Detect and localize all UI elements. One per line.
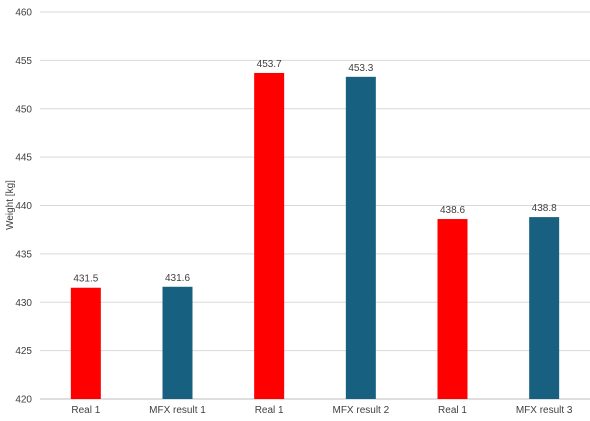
x-axis-categories: Real 1 MFX result 1 Real 1 MFX result 2 Real…	[71, 405, 573, 416]
y-axis-title: Weight [kg]	[5, 180, 16, 230]
y-axis-ticks: 420 425 430 435 440 445 450 455 460	[15, 8, 32, 406]
y-tick-label: 455	[15, 56, 32, 67]
data-label: 453.3	[348, 63, 373, 74]
bar	[529, 217, 560, 399]
bar	[162, 286, 193, 399]
x-category-label: MFX result 3	[516, 405, 573, 416]
data-label: 431.6	[165, 273, 190, 284]
data-labels: 431.5 431.6 453.7 453.3 438.6 438.8	[73, 59, 557, 285]
data-label: 453.7	[257, 59, 282, 70]
bars	[70, 72, 560, 399]
data-label: 438.8	[532, 203, 557, 214]
x-category-label: MFX result 2	[332, 405, 389, 416]
data-label: 438.6	[440, 205, 465, 216]
y-tick-label: 420	[15, 395, 32, 406]
gridlines	[40, 11, 590, 400]
y-tick-label: 430	[15, 298, 32, 309]
y-tick-label: 460	[15, 8, 32, 19]
y-tick-label: 425	[15, 346, 32, 357]
x-category-label: MFX result 1	[149, 405, 206, 416]
y-tick-label: 440	[15, 201, 32, 212]
y-tick-label: 450	[15, 104, 32, 115]
y-tick-label: 435	[15, 249, 32, 260]
x-category-label: Real 1	[255, 405, 284, 416]
data-label: 431.5	[73, 274, 98, 285]
y-tick-label: 445	[15, 153, 32, 164]
bar	[437, 219, 468, 399]
x-category-label: Real 1	[438, 405, 467, 416]
bar	[345, 76, 376, 399]
bar	[70, 287, 101, 399]
x-category-label: Real 1	[71, 405, 100, 416]
bar	[254, 72, 285, 399]
